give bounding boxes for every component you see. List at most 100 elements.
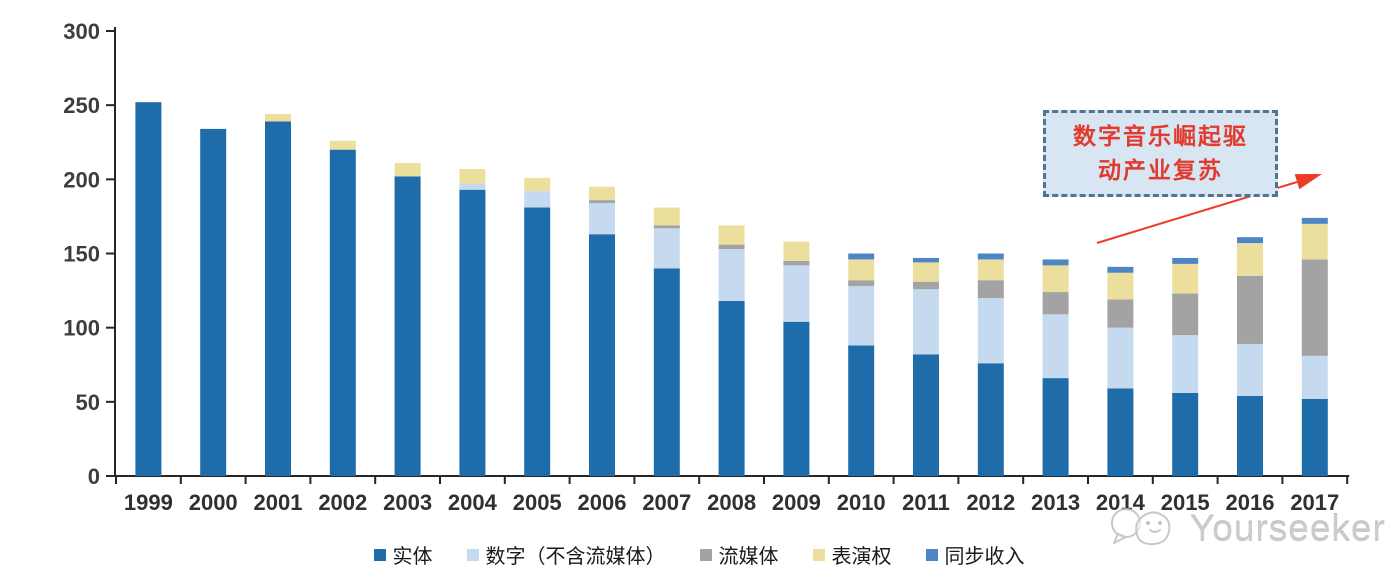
bar-segment-2017 xyxy=(1301,355,1328,399)
bar-segment-2011 xyxy=(913,281,939,290)
legend-swatch-icon xyxy=(466,548,479,561)
bar-segment-2010 xyxy=(848,259,875,281)
bar-segment-2016 xyxy=(1237,237,1263,244)
x-axis-label: 2016 xyxy=(1226,490,1275,515)
bar-segment-2011 xyxy=(913,289,939,355)
bar-segment-2007 xyxy=(653,225,680,229)
bar-segment-2006 xyxy=(589,203,615,235)
legend-label: 同步收入 xyxy=(944,546,1025,568)
bar-segment-2005 xyxy=(524,207,551,476)
bar-segment-2001 xyxy=(265,121,291,476)
y-axis-label: 100 xyxy=(63,316,100,341)
legend-label: 实体 xyxy=(392,546,433,568)
y-axis-label: 200 xyxy=(63,167,100,192)
bar-segment-2004 xyxy=(459,168,486,184)
annotation-line-2: 动产业复苏 xyxy=(1098,157,1223,183)
x-axis-label: 2015 xyxy=(1161,490,1210,515)
bar-segment-2014 xyxy=(1107,299,1134,328)
bar-segment-2009 xyxy=(783,265,810,322)
chart-legend: 实体 数字（不含流媒体） 流媒体 表演权 同步收入 xyxy=(0,540,1398,569)
bar-segment-2002 xyxy=(329,149,356,476)
bar-segment-2013 xyxy=(1042,265,1069,293)
bar-segment-2001 xyxy=(265,114,291,122)
x-axis-label: 2010 xyxy=(837,490,886,515)
x-axis-label: 2007 xyxy=(642,490,691,515)
bar-segment-2015 xyxy=(1172,257,1199,264)
bar-segment-2010 xyxy=(848,286,875,346)
bar-segment-2007 xyxy=(653,207,680,226)
bar-segment-2000 xyxy=(200,128,227,476)
bar-segment-2017 xyxy=(1301,259,1328,356)
x-axis-label: 2005 xyxy=(513,490,562,515)
bar-segment-2007 xyxy=(653,268,680,476)
legend-swatch-icon xyxy=(812,548,825,561)
legend-swatch-icon xyxy=(699,548,712,561)
legend-swatch-icon xyxy=(925,548,938,561)
x-axis-label: 2002 xyxy=(318,490,367,515)
bar-segment-2009 xyxy=(783,241,810,261)
bar-segment-2006 xyxy=(589,186,615,201)
x-axis-label: 2003 xyxy=(383,490,432,515)
bar-segment-2012 xyxy=(977,298,1004,364)
x-axis-label: 2009 xyxy=(772,490,821,515)
bar-segment-2004 xyxy=(459,189,486,476)
legend-label: 表演权 xyxy=(831,546,892,568)
bar-segment-2011 xyxy=(913,262,939,282)
bar-segment-2017 xyxy=(1301,223,1328,260)
bar-segment-2015 xyxy=(1172,263,1199,294)
x-axis-label: 2011 xyxy=(902,490,950,515)
legend-item-4: 同步收入 xyxy=(925,540,1025,569)
annotation-line-1: 数字音乐崛起驱 xyxy=(1073,124,1248,150)
x-axis-label: 2006 xyxy=(578,490,627,515)
bar-segment-2009 xyxy=(783,260,810,266)
bar-segment-2013 xyxy=(1042,314,1069,379)
bar-segment-2004 xyxy=(459,183,486,190)
x-axis-label: 2013 xyxy=(1031,490,1080,515)
bar-segment-2012 xyxy=(977,253,1004,260)
x-axis-label: 1999 xyxy=(124,490,173,515)
y-axis-label: 250 xyxy=(63,93,100,118)
bar-segment-2002 xyxy=(329,140,356,150)
bar-segment-1999 xyxy=(135,102,162,476)
legend-label: 数字（不含流媒体） xyxy=(485,546,666,568)
bar-segment-2008 xyxy=(718,249,745,301)
annotation-callout: 数字音乐崛起驱 动产业复苏 xyxy=(1043,110,1278,197)
bar-segment-2010 xyxy=(848,345,875,476)
x-axis-label: 2012 xyxy=(966,490,1015,515)
bar-segment-2012 xyxy=(977,280,1004,298)
bar-segment-2013 xyxy=(1042,378,1069,476)
bar-segment-2011 xyxy=(913,354,939,476)
bar-segment-2012 xyxy=(977,259,1004,281)
x-axis-label: 2001 xyxy=(254,490,303,515)
bar-segment-2016 xyxy=(1237,275,1263,344)
legend-item-0: 实体 xyxy=(373,540,433,569)
y-axis-label: 150 xyxy=(63,242,100,267)
bar-segment-2010 xyxy=(848,253,875,260)
bar-segment-2015 xyxy=(1172,392,1199,476)
bar-segment-2014 xyxy=(1107,388,1134,476)
bar-segment-2011 xyxy=(913,257,939,263)
bar-segment-2010 xyxy=(848,280,875,287)
bar-segment-2005 xyxy=(524,191,551,208)
bar-segment-2008 xyxy=(718,244,745,250)
bar-segment-2013 xyxy=(1042,259,1069,266)
bar-segment-2003 xyxy=(394,176,421,476)
bar-segment-2006 xyxy=(589,234,615,476)
x-axis-label: 2008 xyxy=(707,490,756,515)
x-axis-label: 2017 xyxy=(1290,490,1339,515)
bar-segment-2006 xyxy=(589,200,615,204)
x-axis-label: 2000 xyxy=(189,490,238,515)
bar-segment-2007 xyxy=(653,228,680,269)
bar-segment-2003 xyxy=(394,163,421,177)
bar-segment-2015 xyxy=(1172,293,1199,336)
yourseeker-logo-icon xyxy=(1111,508,1171,546)
bar-segment-2016 xyxy=(1237,243,1263,276)
legend-swatch-icon xyxy=(373,548,386,561)
bar-segment-2008 xyxy=(718,225,745,245)
bar-segment-2008 xyxy=(718,300,745,476)
bar-segment-2014 xyxy=(1107,327,1134,389)
bar-segment-2015 xyxy=(1172,335,1199,393)
bar-segment-2017 xyxy=(1301,217,1328,224)
